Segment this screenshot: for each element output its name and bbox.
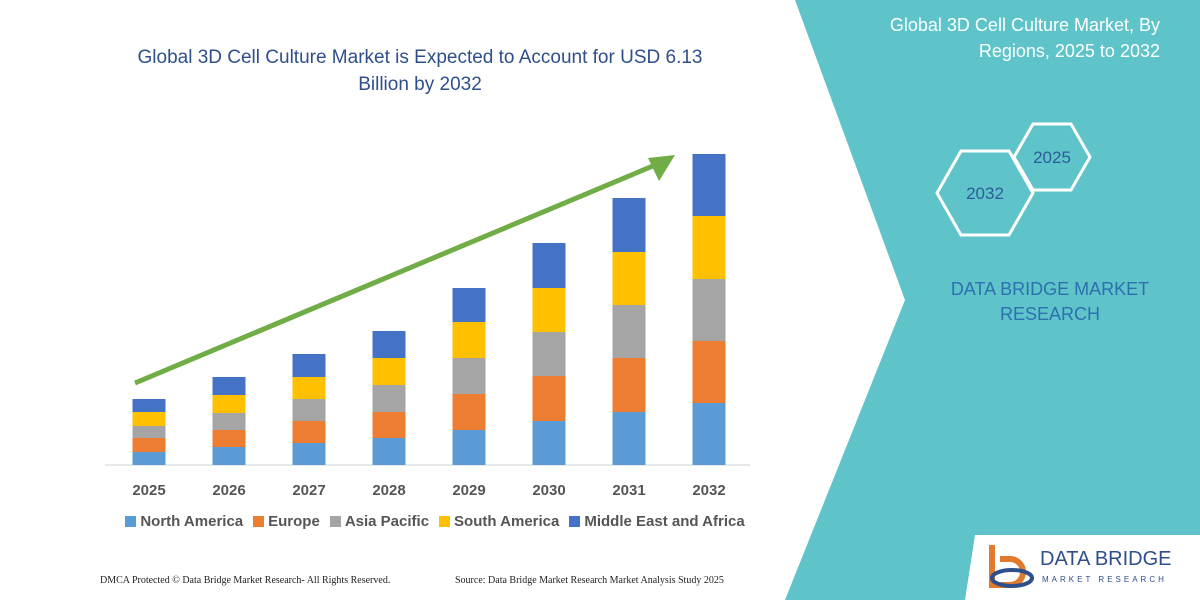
bar-segment — [532, 243, 566, 288]
bar-segment — [372, 358, 406, 385]
legend-swatch — [125, 516, 137, 527]
bar-segment — [132, 426, 166, 438]
x-tick-label: 2027 — [292, 482, 325, 499]
bar-segment — [212, 447, 246, 465]
bar-segment — [532, 332, 566, 376]
footer-left: DMCA Protected © Data Bridge Market Rese… — [100, 575, 390, 586]
bar-segment — [692, 279, 726, 341]
bar-segment — [292, 443, 326, 465]
bar-segment — [532, 421, 566, 465]
bar-segment — [612, 412, 646, 465]
bar-segment — [292, 421, 326, 443]
side-panel — [785, 0, 1200, 600]
logo-name: DATA BRIDGE — [1040, 548, 1172, 570]
hexagon — [935, 149, 1035, 237]
legend: North America Europe Asia Pacific South Ame… — [110, 513, 760, 530]
x-tick-label: 2026 — [212, 482, 245, 499]
logo-icon — [989, 545, 1034, 588]
legend-label: Europe — [268, 513, 320, 530]
brand: DATA BRIDGE MARKET RESEARCH — [950, 279, 1150, 324]
trend-arrow — [134, 160, 661, 386]
hexagon-label: 2032 — [966, 184, 1004, 203]
bar-segment — [292, 354, 326, 377]
legend-label: North America — [140, 513, 244, 530]
footer-right: Source: Data Bridge Market Research Mark… — [455, 575, 724, 586]
legend-item: North America — [125, 513, 243, 530]
bar-segment — [132, 399, 166, 412]
bar-segment — [692, 341, 726, 403]
legend-label: Middle East and Africa — [584, 513, 745, 530]
bar-segment — [132, 438, 166, 452]
bar-segment — [612, 358, 646, 412]
x-tick-label: 2028 — [372, 482, 405, 499]
bar-segment — [612, 305, 646, 358]
bar-segment — [452, 358, 486, 394]
x-tick-label: 2029 — [452, 482, 485, 499]
bar-segment — [692, 403, 726, 465]
chart-title: Global 3D Cell Culture Market is Expecte… — [137, 47, 703, 95]
bar-segment — [452, 430, 486, 465]
bar-segment — [452, 322, 486, 358]
x-tick-label: 2031 — [612, 482, 645, 499]
bar-segment — [212, 395, 246, 413]
bar-segment — [452, 394, 486, 430]
hexagon-label: 2025 — [1033, 148, 1071, 167]
bar-segment — [212, 430, 246, 447]
bar-segment — [292, 399, 326, 421]
x-tick-label: 2025 — [132, 482, 165, 499]
arrow-head — [648, 155, 675, 181]
legend-swatch — [253, 516, 265, 527]
legend-swatch — [329, 516, 341, 527]
bar-segment — [532, 288, 566, 332]
legend-item: Asia Pacific — [329, 513, 430, 530]
bar-segment — [132, 452, 166, 465]
x-tick-label: 2032 — [692, 482, 725, 499]
bar-segment — [372, 412, 406, 438]
legend-label: South America — [454, 513, 560, 530]
bar-segment — [612, 252, 646, 305]
x-tick-label: 2030 — [532, 482, 565, 499]
legend-item: South America — [439, 513, 559, 530]
bar-segment — [372, 385, 406, 412]
legend-item: Europe — [253, 513, 320, 530]
bar-segment — [132, 412, 166, 426]
logo-tagline: MARKET RESEARCH — [1042, 575, 1167, 584]
legend-swatch — [569, 516, 581, 527]
legend-label: Asia Pacific — [344, 513, 430, 530]
panel-title: Global 3D Cell Culture Market, By Region… — [889, 15, 1160, 61]
bar-segment — [532, 376, 566, 421]
bar-segment — [212, 413, 246, 430]
bar-segment — [292, 377, 326, 399]
bar-segment — [372, 331, 406, 358]
legend-item: Middle East and Africa — [569, 513, 745, 530]
bar-segment — [372, 438, 406, 465]
bar-segment — [452, 288, 486, 322]
bar-segment — [692, 154, 726, 216]
bar-segment — [612, 198, 646, 252]
bar-segment — [692, 216, 726, 279]
legend-swatch — [439, 516, 451, 527]
bar-segment — [212, 377, 246, 395]
